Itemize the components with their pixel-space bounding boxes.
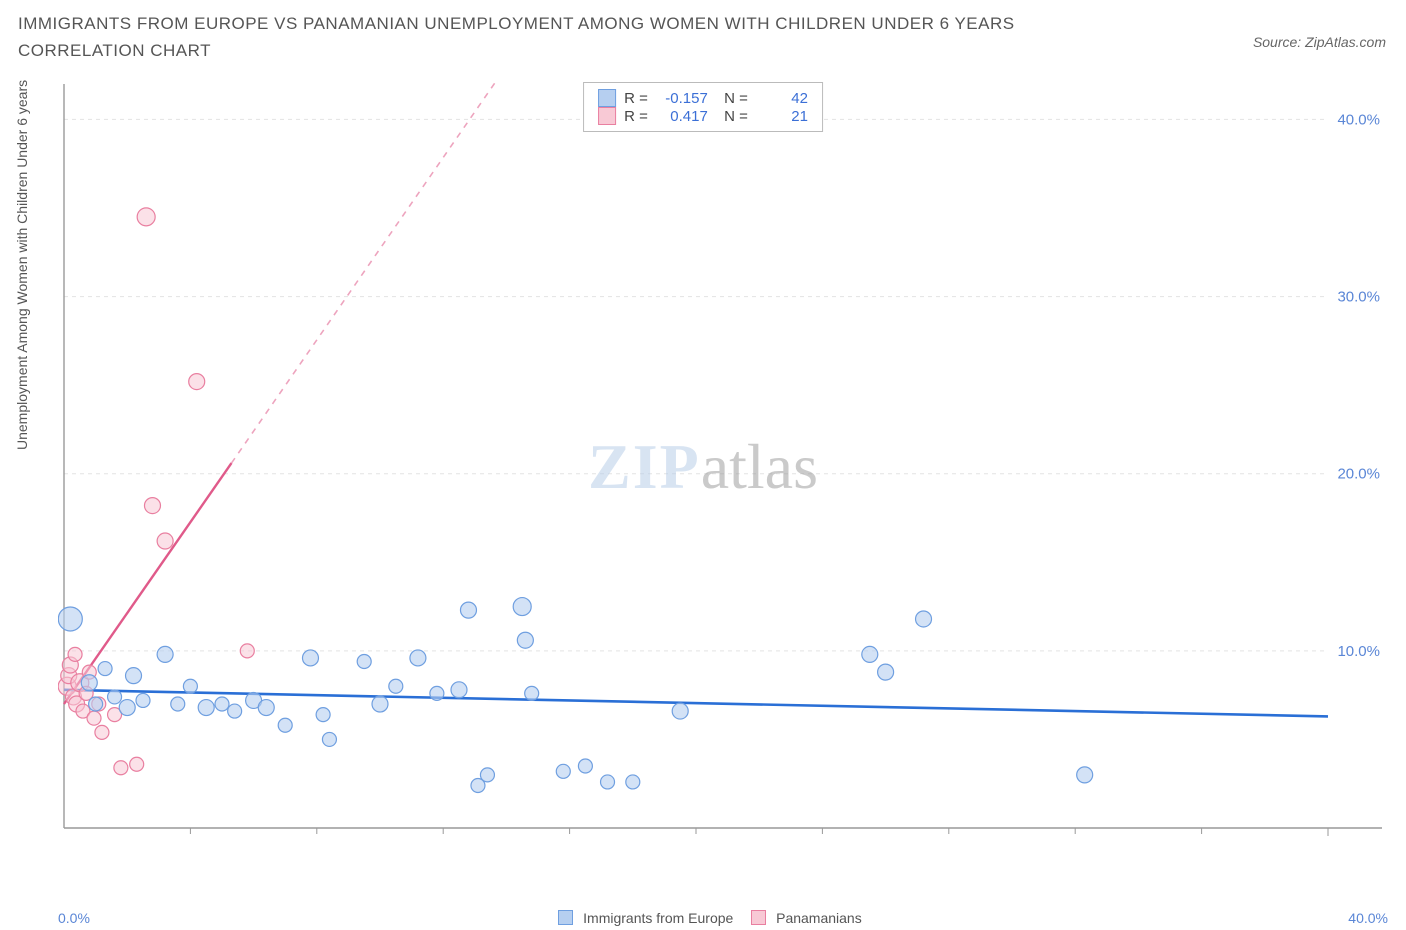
data-point-a: [81, 675, 97, 691]
y-tick-label: 30.0%: [1337, 289, 1380, 306]
x-legend-swatch-a: [558, 910, 573, 925]
data-point-a: [228, 704, 242, 718]
data-point-a: [626, 775, 640, 789]
legend-r-value-b: 0.417: [656, 108, 708, 125]
data-point-b: [114, 761, 128, 775]
y-tick-label: 20.0%: [1337, 466, 1380, 483]
data-point-a: [316, 708, 330, 722]
x-axis-legend: 0.0% Immigrants from Europe Panamanians …: [0, 910, 1406, 926]
x-tick-right: 40.0%: [1348, 910, 1388, 926]
data-point-b: [95, 725, 109, 739]
data-point-a: [108, 690, 122, 704]
data-point-a: [513, 598, 531, 616]
legend-row-b: R = 0.417 N = 21: [598, 107, 808, 125]
data-point-b: [240, 644, 254, 658]
data-point-a: [1077, 767, 1093, 783]
data-point-a: [278, 718, 292, 732]
legend-swatch-a: [598, 89, 616, 107]
data-point-a: [136, 693, 150, 707]
data-point-b: [157, 533, 173, 549]
data-point-a: [215, 697, 229, 711]
legend-r-value-a: -0.157: [656, 90, 708, 107]
data-point-a: [198, 700, 214, 716]
data-point-a: [157, 646, 173, 662]
data-point-a: [578, 759, 592, 773]
x-tick-left: 0.0%: [58, 910, 90, 926]
data-point-a: [480, 768, 494, 782]
data-point-a: [878, 664, 894, 680]
data-point-a: [430, 686, 444, 700]
data-point-a: [862, 646, 878, 662]
data-point-a: [89, 697, 103, 711]
scatter-chart-svg: 10.0% 20.0% 30.0% 40.0%: [58, 80, 1388, 858]
y-axis-label: Unemployment Among Women with Children U…: [14, 80, 30, 450]
legend-n-value-b: 21: [756, 108, 808, 125]
data-point-a: [258, 700, 274, 716]
data-point-b: [68, 647, 82, 661]
y-tick-label: 10.0%: [1337, 643, 1380, 660]
data-point-a: [98, 662, 112, 676]
correlation-legend: R = -0.157 N = 42 R = 0.417 N = 21: [583, 82, 823, 132]
legend-n-label: N =: [716, 108, 748, 125]
data-point-a: [460, 602, 476, 618]
data-point-a: [372, 696, 388, 712]
data-point-b: [144, 498, 160, 514]
data-point-a: [126, 668, 142, 684]
legend-r-label: R =: [624, 108, 648, 125]
data-point-a: [525, 686, 539, 700]
legend-n-value-a: 42: [756, 90, 808, 107]
legend-n-label: N =: [716, 90, 748, 107]
data-point-b: [130, 757, 144, 771]
data-point-a: [322, 732, 336, 746]
data-point-b: [137, 208, 155, 226]
y-tick-label: 40.0%: [1337, 111, 1380, 128]
data-point-b: [189, 374, 205, 390]
data-point-a: [183, 679, 197, 693]
chart-plot-area: 10.0% 20.0% 30.0% 40.0%: [58, 80, 1388, 858]
data-point-b: [87, 711, 101, 725]
data-point-a: [171, 697, 185, 711]
data-point-a: [517, 632, 533, 648]
x-legend-label-b: Panamanians: [776, 910, 862, 926]
x-legend-label-a: Immigrants from Europe: [583, 910, 733, 926]
data-point-a: [302, 650, 318, 666]
data-point-a: [451, 682, 467, 698]
legend-r-label: R =: [624, 90, 648, 107]
data-point-a: [119, 700, 135, 716]
chart-title: IMMIGRANTS FROM EUROPE VS PANAMANIAN UNE…: [18, 10, 1118, 64]
trendline-b-dashed: [231, 80, 506, 463]
data-point-a: [556, 764, 570, 778]
data-point-a: [916, 611, 932, 627]
data-point-a: [389, 679, 403, 693]
legend-row-a: R = -0.157 N = 42: [598, 89, 808, 107]
data-point-a: [410, 650, 426, 666]
x-legend-swatch-b: [751, 910, 766, 925]
legend-swatch-b: [598, 107, 616, 125]
data-point-a: [672, 703, 688, 719]
data-point-a: [58, 607, 82, 631]
data-point-a: [357, 654, 371, 668]
data-point-a: [601, 775, 615, 789]
source-credit: Source: ZipAtlas.com: [1253, 34, 1386, 50]
